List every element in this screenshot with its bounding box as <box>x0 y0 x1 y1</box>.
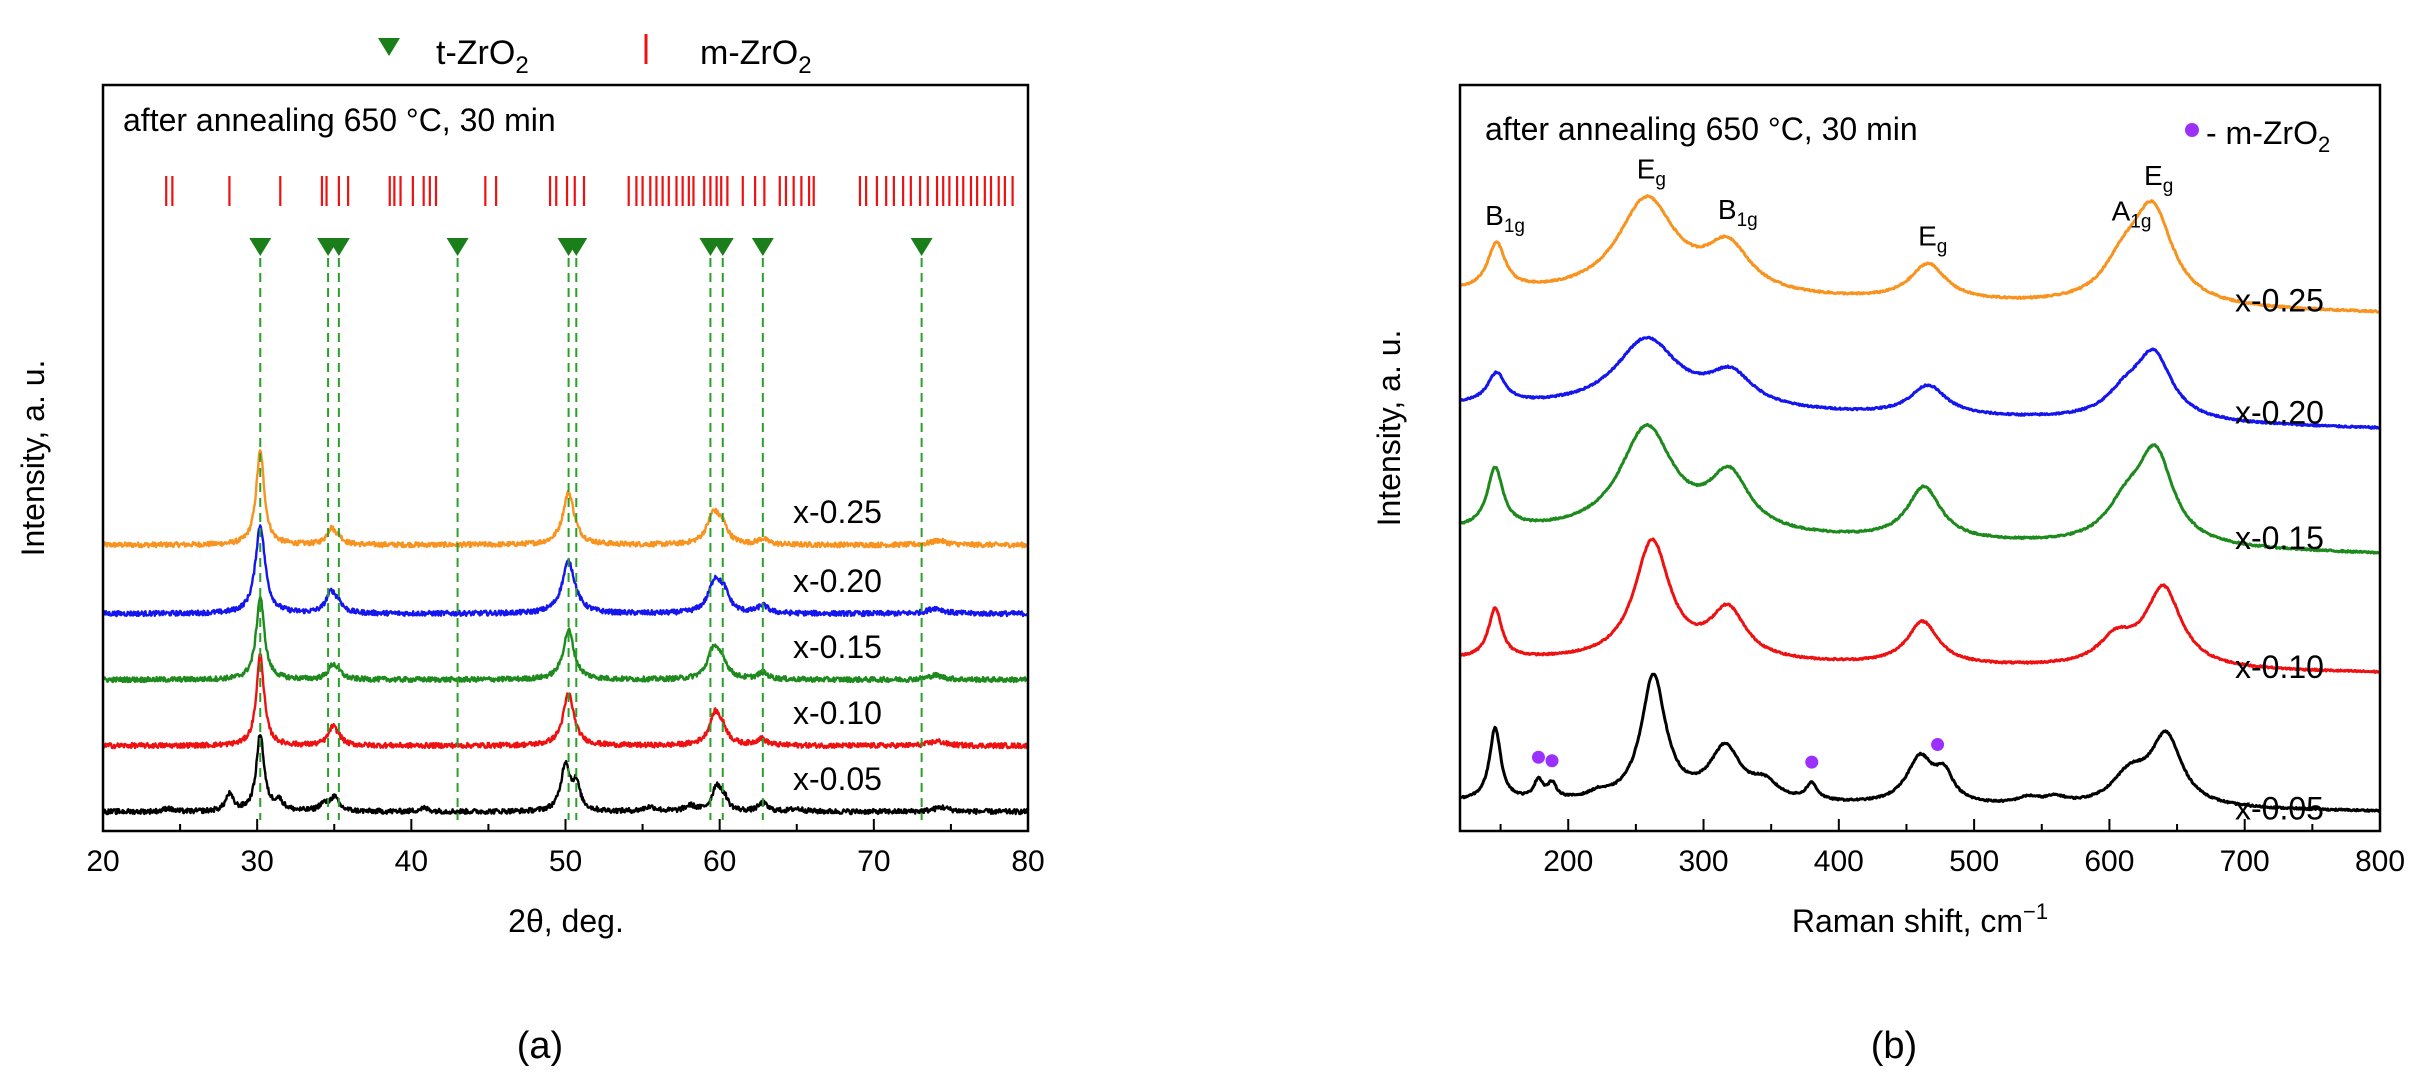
raman-x-tick-label: 200 <box>1543 845 1593 878</box>
raman-mode-label: B1g <box>1485 200 1525 237</box>
xrd-series-label: x-0.10 <box>793 695 882 731</box>
raman-series-label: x-0.15 <box>2235 520 2324 556</box>
xrd-title: after annealing 650 °C, 30 min <box>123 102 556 138</box>
raman-legend: - m-ZrO2 <box>2185 115 2330 157</box>
xrd-legend: t-ZrO2 m-ZrO2 <box>378 34 812 79</box>
raman-x-tick-label: 400 <box>1814 845 1864 878</box>
raman-series-label: x-0.25 <box>2235 283 2324 319</box>
raman-series-label: x-0.05 <box>2235 791 2324 827</box>
raman-plot-frame <box>1460 85 2380 831</box>
xrd-x-tick-label: 70 <box>857 845 890 878</box>
raman-mode-label: B1g <box>1718 194 1758 231</box>
legend-purple-dot <box>2185 123 2199 137</box>
m-zro2-dot <box>1805 756 1818 769</box>
raman-mode-label: A1g <box>2112 196 2152 233</box>
xrd-x-axis-label: 2θ, deg. <box>508 903 624 939</box>
legend-m-zro2-label: m-ZrO2 <box>700 34 812 79</box>
xrd-y-axis-label: Intensity, a. u. <box>15 360 51 557</box>
legend-m-zro2-label-b: - m-ZrO2 <box>2206 115 2330 157</box>
raman-title: after annealing 650 °C, 30 min <box>1485 111 1918 147</box>
m-zro2-tick-marks <box>166 176 1012 206</box>
xrd-x-ticks: 20 30 40 50 60 70 80 <box>86 819 1044 878</box>
t-zro2-marker <box>911 238 933 256</box>
raman-x-tick-label: 800 <box>2355 845 2405 878</box>
xrd-series-label: x-0.15 <box>793 629 882 665</box>
xrd-series-x-0.15 <box>103 597 1028 682</box>
xrd-series-labels: x-0.25 x-0.20 x-0.15 x-0.10 x-0.05 <box>793 494 882 797</box>
raman-x-tick-label: 300 <box>1678 845 1728 878</box>
xrd-series-group <box>103 450 1028 814</box>
xrd-series-label: x-0.05 <box>793 761 882 797</box>
raman-x-tick-label: 600 <box>2084 845 2134 878</box>
raman-chart: 200 300 400 500 600 700 800 x-0.25 x-0.20 x-0.15… <box>1371 85 2405 1067</box>
raman-mode-label: Eg <box>1637 153 1666 190</box>
m-zro2-dot <box>1546 754 1559 767</box>
xrd-x-tick-label: 50 <box>549 845 582 878</box>
t-zro2-marker <box>249 238 271 256</box>
raman-mode-label: Eg <box>1918 220 1947 257</box>
xrd-series-label: x-0.20 <box>793 563 882 599</box>
panel-b-label: (b) <box>1871 1025 1917 1067</box>
xrd-x-tick-label: 20 <box>86 845 119 878</box>
raman-x-tick-label: 500 <box>1949 845 1999 878</box>
raman-x-ticks: 200 300 400 500 600 700 800 <box>1501 819 2405 878</box>
t-zro2-marker <box>447 238 469 256</box>
m-zro2-dots <box>1532 738 1944 769</box>
t-zro2-marker <box>752 238 774 256</box>
legend-t-zro2-label: t-ZrO2 <box>436 34 529 79</box>
raman-x-axis-label: Raman shift, cm−1 <box>1792 899 2048 939</box>
legend-triangle-marker <box>378 38 400 56</box>
xrd-x-tick-label: 60 <box>703 845 736 878</box>
xrd-x-tick-label: 40 <box>395 845 428 878</box>
xrd-plot-frame <box>103 85 1028 831</box>
raman-mode-label: Eg <box>2144 160 2173 197</box>
t-zro2-markers <box>249 238 932 256</box>
xrd-series-x-0.10 <box>103 655 1028 749</box>
xrd-chart: 20 30 40 50 60 70 80 x-0.25x-0.20x-0.15x-0.10x… <box>15 34 1045 1067</box>
m-zro2-dot <box>1532 751 1545 764</box>
xrd-series-x-0.25 <box>103 450 1028 547</box>
m-zro2-dot <box>1931 738 1944 751</box>
raman-series-labels: x-0.25 x-0.20 x-0.15 x-0.10 x-0.05 <box>2235 283 2324 827</box>
panel-a-label: (a) <box>517 1025 563 1067</box>
raman-y-axis-label: Intensity, a. u. <box>1371 330 1407 527</box>
figure: 20 30 40 50 60 70 80 x-0.25x-0.20x-0.15x-0.10x… <box>0 0 2435 1089</box>
xrd-x-tick-label: 80 <box>1011 845 1044 878</box>
xrd-series-label: x-0.25 <box>793 494 882 530</box>
xrd-x-tick-label: 30 <box>240 845 273 878</box>
raman-series-label: x-0.20 <box>2235 395 2324 431</box>
raman-series-label: x-0.10 <box>2235 649 2324 685</box>
raman-x-tick-label: 700 <box>2220 845 2270 878</box>
